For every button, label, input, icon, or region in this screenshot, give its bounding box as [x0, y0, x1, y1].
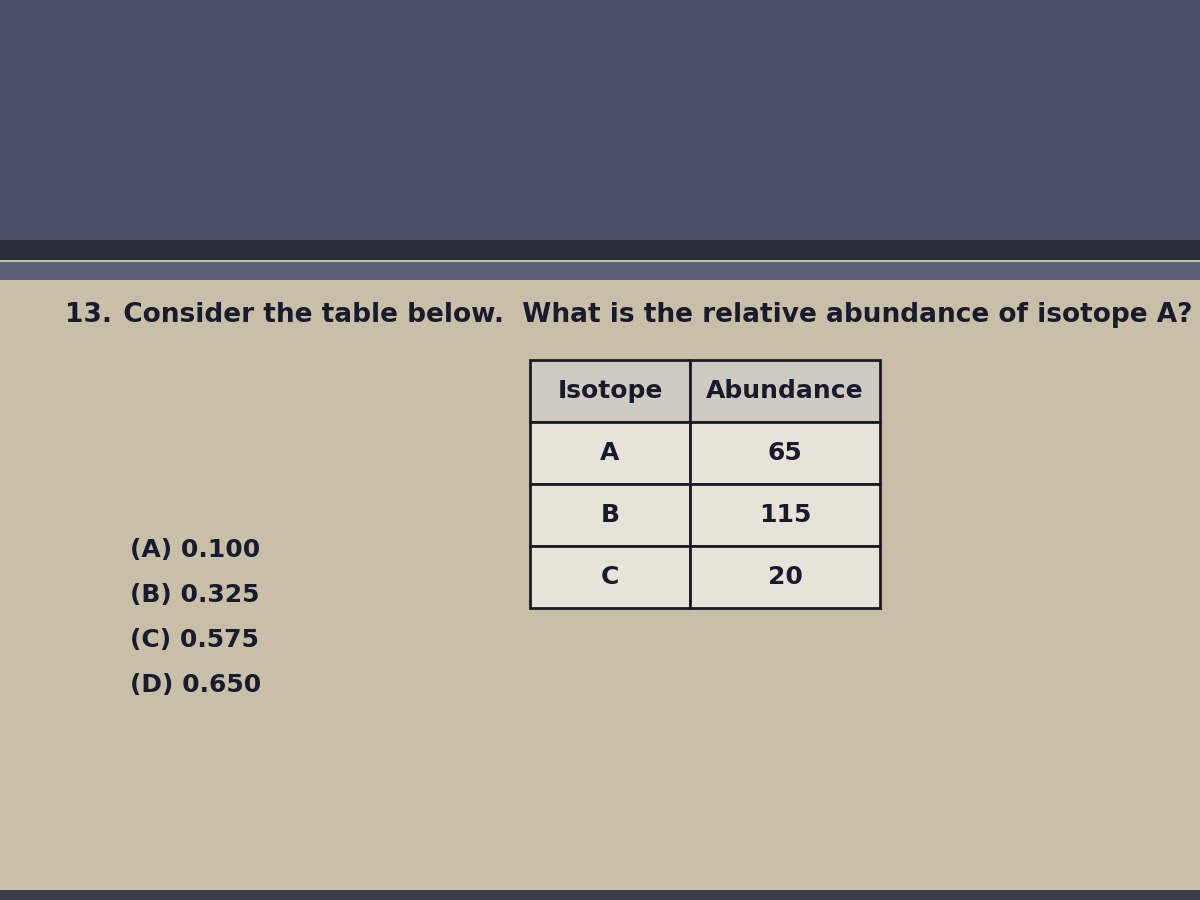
Text: Consider the table below.  What is the relative abundance of isotope A?: Consider the table below. What is the re… — [106, 302, 1193, 328]
Bar — [690, 546, 880, 608]
Text: (C) 0.575: (C) 0.575 — [130, 628, 259, 652]
Text: A: A — [600, 441, 619, 465]
Bar — [530, 360, 690, 422]
Text: B: B — [600, 503, 619, 527]
Text: Abundance: Abundance — [706, 379, 864, 403]
Bar — [0, 890, 1200, 900]
Text: 20: 20 — [768, 565, 803, 589]
Bar — [530, 546, 690, 608]
Text: (A) 0.100: (A) 0.100 — [130, 538, 260, 562]
Text: Isotope: Isotope — [557, 379, 662, 403]
Text: (B) 0.325: (B) 0.325 — [130, 583, 259, 607]
Bar — [690, 422, 880, 484]
Bar — [0, 0, 1200, 240]
Bar — [0, 262, 1200, 280]
Text: (D) 0.650: (D) 0.650 — [130, 673, 262, 697]
Text: C: C — [601, 565, 619, 589]
Text: 13.: 13. — [65, 302, 112, 328]
Bar — [690, 484, 880, 546]
Bar — [530, 484, 690, 546]
Bar — [690, 360, 880, 422]
Text: 115: 115 — [758, 503, 811, 527]
Bar — [0, 240, 1200, 260]
Bar — [530, 422, 690, 484]
Text: 65: 65 — [768, 441, 803, 465]
